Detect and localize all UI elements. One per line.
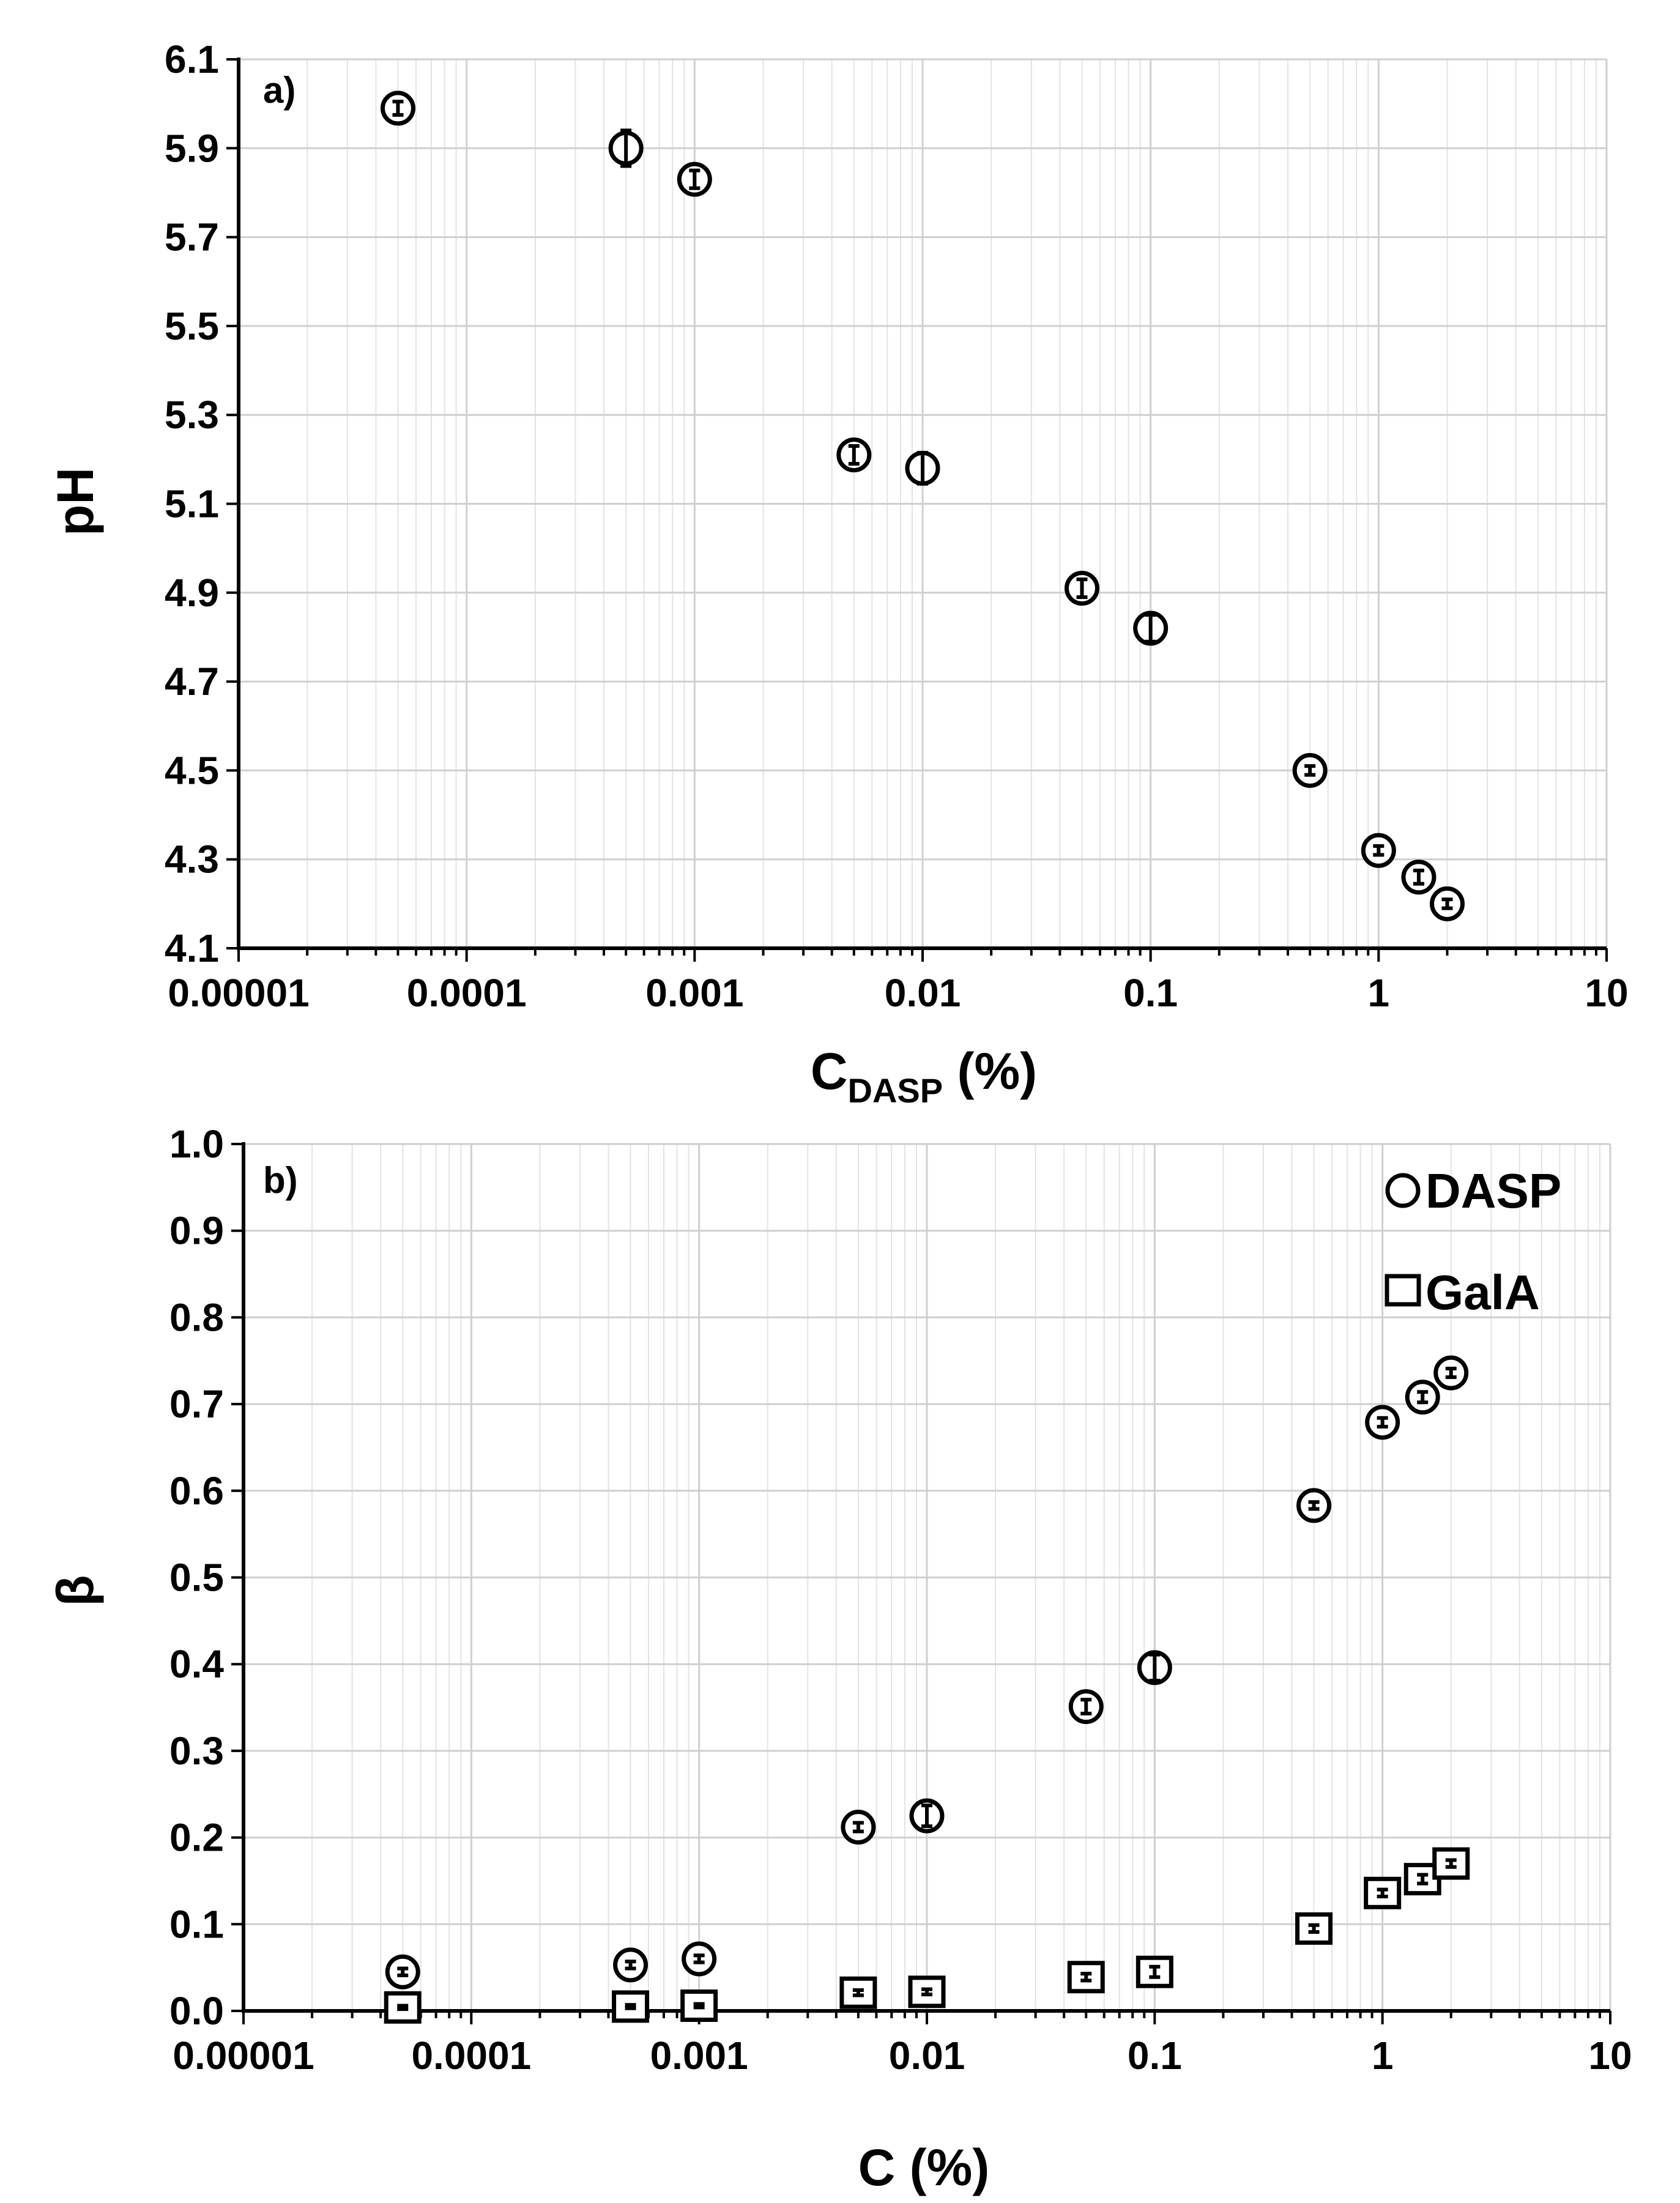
y-tick-label: 0.3 xyxy=(169,1729,224,1773)
x-tick-label: 0.00001 xyxy=(168,971,309,1015)
x-tick-label: 1 xyxy=(1372,2034,1394,2078)
data-point-dasp xyxy=(1430,886,1465,921)
data-point-dasp xyxy=(682,1941,717,1977)
data-point-dasp xyxy=(385,1954,420,1989)
legend-label-dasp: DASP xyxy=(1425,1164,1561,1218)
panel-a-tick-labels: 0.00001 0.0001 0.001 0.01 0.1 1 10 4.1 4.3 4.5 4.7… xyxy=(165,37,1629,1015)
panel-a-x-axis-title: CDASP (%) xyxy=(811,1042,1037,1110)
y-tick-label: 4.7 xyxy=(165,659,219,704)
x-tick-label: 10 xyxy=(1588,2034,1632,2078)
panel-b-axes xyxy=(231,1142,1611,2024)
panel-a-grid xyxy=(237,58,1608,949)
y-tick-label: 0.9 xyxy=(169,1209,224,1253)
panel-b-x-axis-title: C (%) xyxy=(858,2139,990,2196)
data-point-dasp xyxy=(380,91,415,126)
panel-b-y-axis-title: β xyxy=(46,1575,104,1606)
x-tick-label: 1 xyxy=(1368,971,1390,1015)
marker-square-gala xyxy=(612,1990,650,2023)
data-point-gala xyxy=(1432,1847,1470,1880)
data-point-dasp xyxy=(1137,1650,1172,1685)
legend-marker-gala xyxy=(1385,1274,1421,1307)
data-point-gala xyxy=(1295,1912,1333,1945)
x-tick-label: 0.01 xyxy=(889,2034,965,2078)
data-point-dasp xyxy=(1433,1355,1469,1391)
y-tick-label: 4.9 xyxy=(165,571,219,615)
panel-a-x-axis-title-suffix: (%) xyxy=(943,1042,1037,1100)
data-point-dasp xyxy=(1401,860,1437,895)
panel-b-beta-chart: 0.00001 0.0001 0.001 0.01 0.1 1 10 0.0 0.1 0.2 0.3… xyxy=(46,1122,1632,2196)
data-point-dasp xyxy=(1361,833,1396,868)
data-point-gala xyxy=(1067,1961,1105,1994)
x-tick-label: 0.1 xyxy=(1123,971,1178,1015)
legend-label-gala: GalA xyxy=(1425,1265,1540,1320)
panel-a-data-points xyxy=(380,91,1465,921)
data-point-dasp xyxy=(1405,1380,1440,1415)
y-tick-label: 1.0 xyxy=(169,1122,224,1166)
y-tick-label: 5.9 xyxy=(165,126,219,170)
y-tick-label: 4.5 xyxy=(165,748,219,792)
y-tick-label: 0.2 xyxy=(169,1816,224,1860)
panel-a-axes xyxy=(226,58,1608,962)
y-tick-label: 0.4 xyxy=(169,1642,224,1686)
x-tick-label: 0.00001 xyxy=(173,2034,314,2078)
y-tick-label: 0.6 xyxy=(169,1469,224,1513)
panel-a-x-axis-title-main: C xyxy=(811,1042,848,1100)
y-tick-label: 0.0 xyxy=(169,1989,224,2033)
y-tick-label: 6.1 xyxy=(165,37,219,81)
panel-a-x-axis-title-sub: DASP xyxy=(848,1071,943,1110)
data-point-dasp xyxy=(1064,571,1099,606)
legend-marker-dasp xyxy=(1385,1173,1421,1208)
data-point-dasp xyxy=(1365,1405,1400,1440)
panel-b-data-points xyxy=(384,1355,1470,2024)
y-tick-label: 4.1 xyxy=(165,926,219,970)
y-tick-label: 0.1 xyxy=(169,1902,224,1946)
data-point-gala xyxy=(384,1991,422,2024)
data-point-gala xyxy=(1364,1876,1402,1909)
y-tick-label: 0.7 xyxy=(169,1382,224,1426)
panel-a-ph-chart: 0.00001 0.0001 0.001 0.01 0.1 1 10 4.1 4.3 4.5 4.7… xyxy=(46,37,1629,1110)
x-tick-label: 0.001 xyxy=(650,2034,748,2078)
y-tick-label: 4.3 xyxy=(165,838,219,882)
marker-square-gala xyxy=(1364,1876,1402,1909)
y-tick-label: 5.7 xyxy=(165,215,219,259)
data-point-dasp xyxy=(613,1947,649,1983)
x-tick-label: 0.1 xyxy=(1128,2034,1182,2078)
data-point-dasp xyxy=(1296,1488,1332,1523)
data-point-dasp xyxy=(905,450,940,486)
x-tick-label: 10 xyxy=(1585,971,1628,1015)
panel-b-legend: DASP GalA xyxy=(1385,1164,1561,1320)
x-tick-label: 0.001 xyxy=(645,971,743,1015)
x-tick-label: 0.01 xyxy=(885,971,961,1015)
data-point-dasp xyxy=(677,162,712,197)
y-tick-label: 5.5 xyxy=(165,304,219,348)
panel-b-label: b) xyxy=(263,1160,298,1201)
data-point-dasp xyxy=(836,437,872,473)
data-point-gala xyxy=(680,1989,718,2022)
panel-a-label: a) xyxy=(263,70,295,111)
data-point-dasp xyxy=(1133,611,1169,646)
y-tick-label: 5.3 xyxy=(165,393,219,437)
marker-square-gala xyxy=(680,1989,718,2022)
y-tick-label: 5.1 xyxy=(165,482,219,526)
x-tick-label: 0.0001 xyxy=(411,2034,531,2078)
data-point-gala xyxy=(1135,1955,1173,1988)
data-point-dasp xyxy=(841,1810,876,1845)
data-point-dasp xyxy=(1292,752,1328,788)
panel-b-tick-labels: 0.00001 0.0001 0.001 0.01 0.1 1 10 0.0 0.1 0.2 0.3… xyxy=(169,1122,1632,2078)
data-point-dasp xyxy=(608,128,644,168)
y-tick-label: 0.8 xyxy=(169,1295,224,1339)
data-point-dasp xyxy=(1068,1689,1104,1725)
y-tick-label: 0.5 xyxy=(169,1556,224,1600)
data-point-dasp xyxy=(909,1798,945,1833)
data-point-gala xyxy=(839,1976,877,2009)
panel-a-y-axis-title: pH xyxy=(46,467,104,536)
panel-b-grid xyxy=(242,1143,1611,2012)
x-tick-label: 0.0001 xyxy=(407,971,527,1015)
data-point-gala xyxy=(908,1975,946,2008)
data-point-gala xyxy=(612,1990,650,2023)
